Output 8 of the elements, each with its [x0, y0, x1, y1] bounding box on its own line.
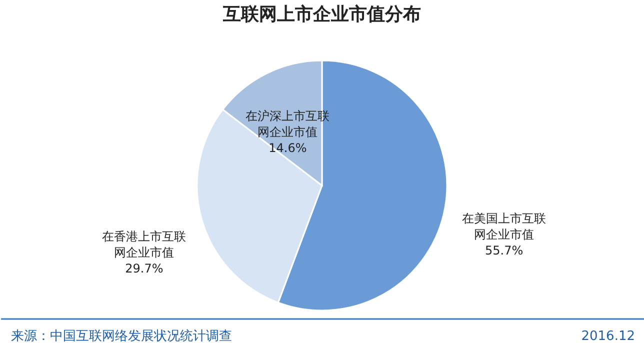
slice-label: 在香港上市互联网企业市值: [102, 230, 186, 260]
chart-title: 互联网上市企业市值分布: [222, 4, 421, 25]
source-note: 来源：中国互联网络发展状况统计调查: [11, 329, 232, 343]
slice-label: 在美国上市互联网企业市值: [462, 211, 546, 242]
data-label: 14.6%: [268, 141, 307, 156]
data-label: 29.7%: [125, 262, 164, 276]
data-label: 55.7%: [484, 243, 524, 258]
text: 2016.12: [581, 329, 635, 343]
